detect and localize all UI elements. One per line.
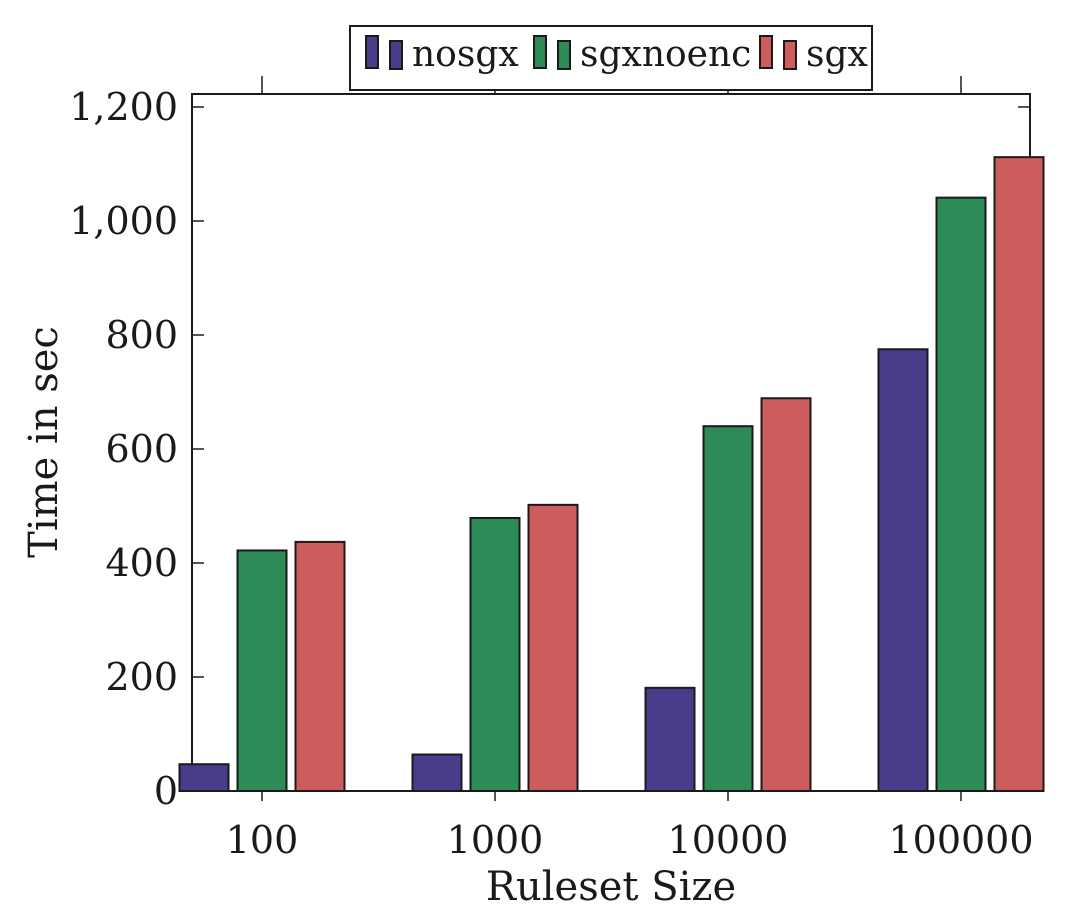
y-tick-label: 400 — [105, 541, 178, 585]
bar-sgx-1000 — [527, 503, 579, 792]
x-tick-label: 100 — [226, 818, 299, 862]
legend-swatch-nosgx-b — [389, 40, 403, 70]
y-tick-label: 1,000 — [69, 199, 178, 243]
bar-sgx-100 — [294, 540, 346, 792]
bar-sgx-100000 — [993, 156, 1045, 793]
legend-label-sgxnoenc: sgxnoenc — [580, 34, 751, 75]
bar-sgxnoenc-10000 — [702, 425, 754, 792]
legend-swatch-sgx — [759, 35, 773, 69]
legend-swatch-sgx-b — [783, 40, 797, 70]
bar-nosgx-100000 — [877, 348, 929, 792]
bars — [178, 156, 1045, 793]
x-tick-label: 10000 — [668, 818, 789, 862]
y-tick-label: 1,200 — [69, 85, 178, 129]
legend: nosgx sgxnoenc sgx — [349, 25, 873, 91]
bar-nosgx-1000 — [411, 753, 463, 793]
bar-sgxnoenc-1000 — [469, 516, 521, 792]
bar-sgxnoenc-100000 — [935, 196, 987, 792]
y-axis-title: Time in sec — [21, 326, 67, 558]
y-tick-label: 600 — [105, 427, 178, 471]
axis-ticks: 0 200 400 600 800 1,000 1,200 100 1000 10000 10000… — [69, 76, 1034, 862]
x-axis-title: Ruleset Size — [486, 864, 736, 910]
y-tick-label: 200 — [105, 655, 178, 699]
y-tick-label: 0 — [154, 769, 178, 813]
legend-label-nosgx: nosgx — [412, 34, 519, 75]
legend-items: nosgx sgxnoenc sgx — [365, 34, 868, 75]
y-tick-label: 800 — [105, 313, 178, 357]
legend-swatch-nosgx — [365, 35, 379, 69]
bar-sgxnoenc-100 — [236, 549, 288, 793]
x-tick-label: 100000 — [888, 818, 1033, 862]
bar-nosgx-10000 — [644, 686, 696, 793]
legend-swatch-sgxnoenc — [533, 35, 547, 69]
bar-nosgx-100 — [178, 763, 230, 793]
bar-sgx-10000 — [760, 397, 812, 792]
legend-label-sgx: sgx — [806, 34, 868, 75]
x-tick-label: 1000 — [447, 818, 544, 862]
legend-swatch-sgxnoenc-b — [557, 40, 571, 70]
